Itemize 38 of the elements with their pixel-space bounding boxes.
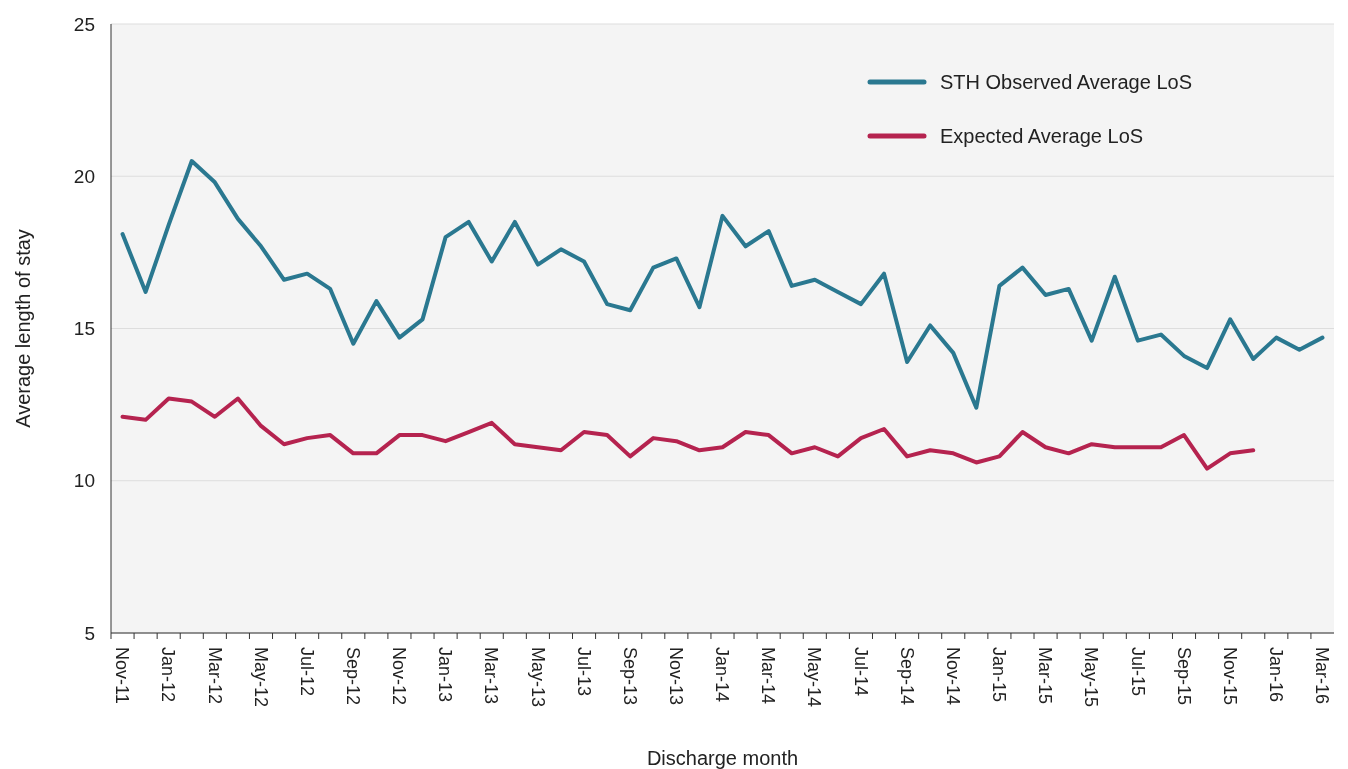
x-tick-label: Nov-11 xyxy=(112,647,133,704)
x-tick-label: Nov-13 xyxy=(666,647,687,706)
x-tick-label: Nov-12 xyxy=(389,647,410,706)
x-tick-label: May-14 xyxy=(804,647,825,708)
y-tick-label: 10 xyxy=(73,470,95,492)
x-tick-label: Jan-14 xyxy=(712,647,733,703)
x-tick-label: May-13 xyxy=(527,647,548,708)
legend-label: STH Observed Average LoS xyxy=(940,71,1192,93)
x-tick-label: Jul-12 xyxy=(296,647,317,697)
x-tick-label: Sep-14 xyxy=(896,647,917,706)
x-tick-label: Jul-14 xyxy=(850,647,871,697)
x-tick-label: Jan-13 xyxy=(435,647,456,703)
x-tick-label: Nov-15 xyxy=(1219,647,1240,706)
legend-label: Expected Average LoS xyxy=(940,125,1144,147)
x-tick-label: Sep-12 xyxy=(342,647,363,706)
y-tick-label: 5 xyxy=(84,622,95,644)
x-tick-label: Jul-13 xyxy=(573,647,594,697)
x-tick-label: Mar-12 xyxy=(204,647,225,705)
line-series xyxy=(120,159,1325,410)
x-tick-label: Jul-15 xyxy=(1127,647,1148,697)
x-tick-label: Mar-13 xyxy=(481,647,502,705)
y-tick-label: 20 xyxy=(73,165,95,187)
line-series xyxy=(120,396,1256,471)
x-tick-label: May-15 xyxy=(1081,647,1102,708)
x-tick-label: Mar-14 xyxy=(758,647,779,705)
x-tick-label: Mar-15 xyxy=(1035,647,1056,705)
x-axis-title: Discharge month xyxy=(646,747,799,769)
x-tick-label: May-12 xyxy=(250,647,271,708)
x-tick-label: Jan-15 xyxy=(989,647,1010,703)
y-tick-label: 25 xyxy=(73,13,95,35)
x-tick-label: Nov-14 xyxy=(942,647,963,706)
x-tick-label: Mar-16 xyxy=(1312,647,1333,705)
x-tick-label: Sep-15 xyxy=(1173,647,1194,706)
x-tick-label: Jan-12 xyxy=(158,647,179,703)
x-tick-label: Jan-16 xyxy=(1266,647,1287,703)
x-tick-label: Sep-13 xyxy=(619,647,640,706)
y-axis-title: Average length of stay xyxy=(12,229,34,428)
y-tick-label: 15 xyxy=(73,318,95,340)
